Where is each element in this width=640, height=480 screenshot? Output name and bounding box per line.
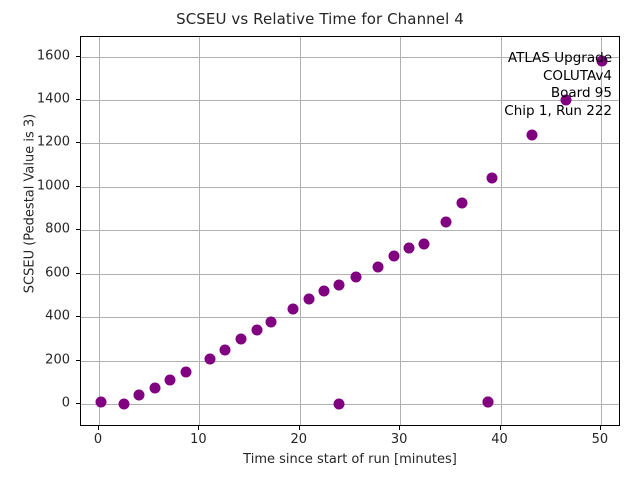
gridline-horizontal: [81, 100, 619, 101]
gridline-horizontal: [81, 273, 619, 275]
data-point: [251, 324, 263, 336]
data-point: [372, 261, 384, 273]
x-tick-mark: [98, 426, 100, 430]
data-point: [403, 242, 415, 254]
gridline-horizontal: [81, 360, 619, 362]
y-tick-mark: [76, 359, 80, 361]
data-point: [440, 216, 452, 228]
y-tick-label: 0: [61, 395, 70, 411]
data-point: [418, 238, 430, 250]
x-axis-label: Time since start of run [minutes]: [243, 452, 457, 467]
data-point: [219, 344, 231, 356]
data-point: [95, 396, 107, 408]
y-tick-mark: [76, 55, 80, 57]
y-tick-mark: [76, 272, 80, 274]
data-point: [149, 382, 161, 394]
x-tick-label: 10: [190, 432, 207, 447]
gridline-horizontal: [81, 186, 619, 188]
x-tick-mark: [399, 426, 401, 430]
x-tick-mark: [599, 426, 601, 430]
y-tick-label: 1600: [36, 48, 70, 64]
gridline-horizontal: [81, 404, 619, 406]
gridline-horizontal: [81, 56, 619, 58]
data-point: [350, 271, 362, 283]
y-tick-label: 1200: [36, 134, 70, 150]
data-point: [596, 55, 608, 67]
data-point: [486, 172, 498, 184]
y-axis-label: SCSEU (Pedestal Value is 3): [22, 113, 38, 294]
x-tick-label: 40: [491, 432, 508, 447]
data-point: [204, 353, 216, 365]
data-point: [265, 316, 277, 328]
x-tick-label: 20: [290, 432, 308, 447]
y-tick-mark: [76, 185, 80, 187]
x-tick-mark: [499, 426, 501, 430]
y-tick-mark: [76, 229, 80, 231]
data-point: [388, 250, 400, 262]
x-tick-label: 0: [93, 432, 103, 447]
data-point: [118, 398, 130, 410]
data-point: [333, 279, 345, 291]
x-tick-mark: [298, 426, 300, 430]
data-point: [560, 94, 572, 106]
x-tick-mark: [198, 426, 200, 430]
y-tick-label: 1000: [36, 178, 70, 194]
data-point: [235, 333, 247, 345]
data-point: [482, 396, 493, 408]
data-point: [318, 285, 330, 297]
chart-title: SCSEU vs Relative Time for Channel 4: [176, 10, 464, 28]
data-point: [526, 129, 538, 141]
data-point: [180, 366, 192, 378]
data-point: [456, 197, 468, 209]
data-point: [287, 303, 299, 315]
data-point: [333, 398, 345, 410]
y-tick-label: 600: [45, 265, 70, 281]
x-tick-label: 30: [390, 432, 408, 447]
y-tick-label: 800: [45, 221, 70, 237]
y-tick-mark: [76, 142, 80, 144]
y-tick-mark: [76, 316, 80, 318]
data-point: [133, 389, 145, 401]
y-tick-label: 1400: [36, 91, 70, 107]
gridline-horizontal: [81, 143, 619, 145]
gridline-horizontal: [81, 317, 619, 319]
gridline-horizontal: [81, 230, 619, 232]
plot-area: [80, 36, 620, 426]
x-tick-label: 50: [591, 432, 609, 447]
data-point: [303, 293, 315, 305]
y-tick-label: 200: [45, 352, 70, 368]
y-tick-label: 400: [45, 308, 70, 324]
y-tick-mark: [76, 99, 80, 100]
y-tick-mark: [76, 403, 80, 405]
data-point: [164, 374, 176, 386]
